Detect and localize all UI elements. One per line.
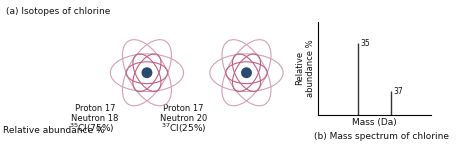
Circle shape bbox=[242, 68, 251, 77]
Text: Relative abundance %: Relative abundance % bbox=[3, 126, 105, 135]
Text: Proton 17
Neutron 18: Proton 17 Neutron 18 bbox=[71, 104, 118, 123]
Text: (b) Mass spectrum of chlorine: (b) Mass spectrum of chlorine bbox=[314, 132, 449, 141]
Text: $^{37}$Cl(25%): $^{37}$Cl(25%) bbox=[161, 122, 206, 135]
Text: 35: 35 bbox=[361, 39, 370, 48]
X-axis label: Mass (Da): Mass (Da) bbox=[352, 118, 397, 127]
Text: 37: 37 bbox=[393, 87, 403, 96]
Circle shape bbox=[142, 68, 152, 77]
Y-axis label: Relative
abundance %: Relative abundance % bbox=[295, 40, 315, 97]
Text: (a) Isotopes of chlorine: (a) Isotopes of chlorine bbox=[6, 7, 110, 16]
Text: Proton 17
Neutron 20: Proton 17 Neutron 20 bbox=[160, 104, 207, 123]
Text: $^{35}$Cl(75%): $^{35}$Cl(75%) bbox=[69, 122, 114, 135]
